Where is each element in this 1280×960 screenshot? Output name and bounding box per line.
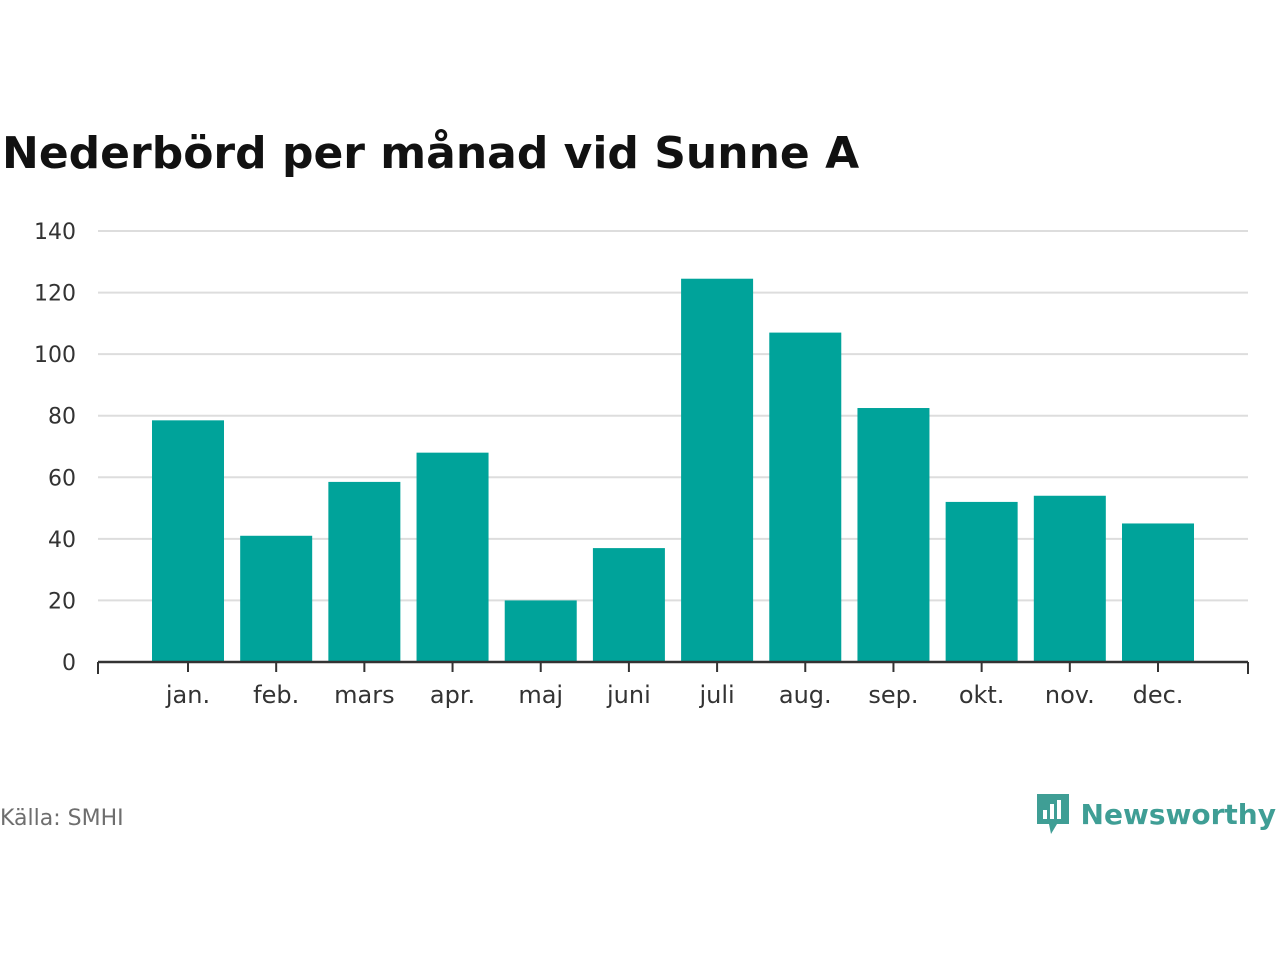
- bar: [1122, 523, 1194, 662]
- y-tick-label: 60: [48, 466, 76, 491]
- x-tick-label: feb.: [253, 681, 299, 709]
- bar: [1033, 495, 1106, 662]
- x-tick-label: dec.: [1133, 681, 1184, 709]
- y-tick-label: 140: [34, 220, 76, 245]
- y-tick-label: 40: [48, 528, 76, 553]
- bar: [857, 408, 930, 662]
- y-tick-label: 100: [34, 343, 76, 368]
- y-tick-label: 0: [62, 651, 76, 676]
- x-tick-label: maj: [518, 681, 563, 709]
- x-tick-label: jan.: [165, 681, 210, 709]
- bar: [416, 452, 489, 662]
- y-tick-label: 80: [48, 405, 76, 430]
- x-tick-label: aug.: [779, 681, 832, 709]
- bar: [945, 501, 1018, 662]
- bar: [681, 278, 754, 662]
- bar: [328, 481, 401, 662]
- chart-title: Nederbörd per månad vid Sunne A: [2, 128, 860, 179]
- x-tick-label: mars: [334, 681, 394, 709]
- bar: [769, 332, 842, 662]
- brand-name: Newsworthy: [1080, 797, 1276, 831]
- bar: [504, 600, 577, 662]
- x-tick-label: apr.: [430, 681, 475, 709]
- x-tick-label: juli: [698, 681, 734, 709]
- x-tick-label: sep.: [868, 681, 918, 709]
- newsworthy-logo-icon: [1036, 794, 1069, 834]
- y-tick-label: 20: [48, 589, 76, 614]
- bar: [592, 548, 665, 662]
- bar: [240, 535, 313, 662]
- x-tick-label: juni: [606, 681, 651, 709]
- x-tick-label: nov.: [1045, 681, 1095, 709]
- x-tick-label: okt.: [959, 681, 1005, 709]
- source-note: Källa: SMHI: [0, 806, 124, 831]
- y-tick-label: 120: [34, 282, 76, 307]
- brand-logo: Newsworthy: [1035, 792, 1276, 836]
- bar: [152, 420, 224, 662]
